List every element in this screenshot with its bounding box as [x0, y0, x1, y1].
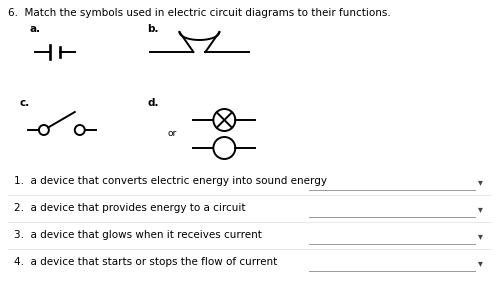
Text: a.: a. — [30, 24, 41, 34]
Text: 1.  a device that converts electric energy into sound energy: 1. a device that converts electric energ… — [14, 176, 327, 186]
Text: ▾: ▾ — [478, 177, 483, 187]
Text: ▾: ▾ — [478, 258, 483, 268]
Text: 6.  Match the symbols used in electric circuit diagrams to their functions.: 6. Match the symbols used in electric ci… — [8, 8, 390, 18]
Text: c.: c. — [20, 98, 30, 108]
Text: ▾: ▾ — [478, 231, 483, 241]
Text: 3.  a device that glows when it receives current: 3. a device that glows when it receives … — [14, 230, 262, 240]
Text: d.: d. — [148, 98, 159, 108]
Text: ▾: ▾ — [478, 204, 483, 214]
Text: b.: b. — [148, 24, 159, 34]
Text: or: or — [168, 128, 177, 137]
Text: 4.  a device that starts or stops the flow of current: 4. a device that starts or stops the flo… — [14, 257, 277, 267]
Text: 2.  a device that provides energy to a circuit: 2. a device that provides energy to a ci… — [14, 203, 245, 213]
